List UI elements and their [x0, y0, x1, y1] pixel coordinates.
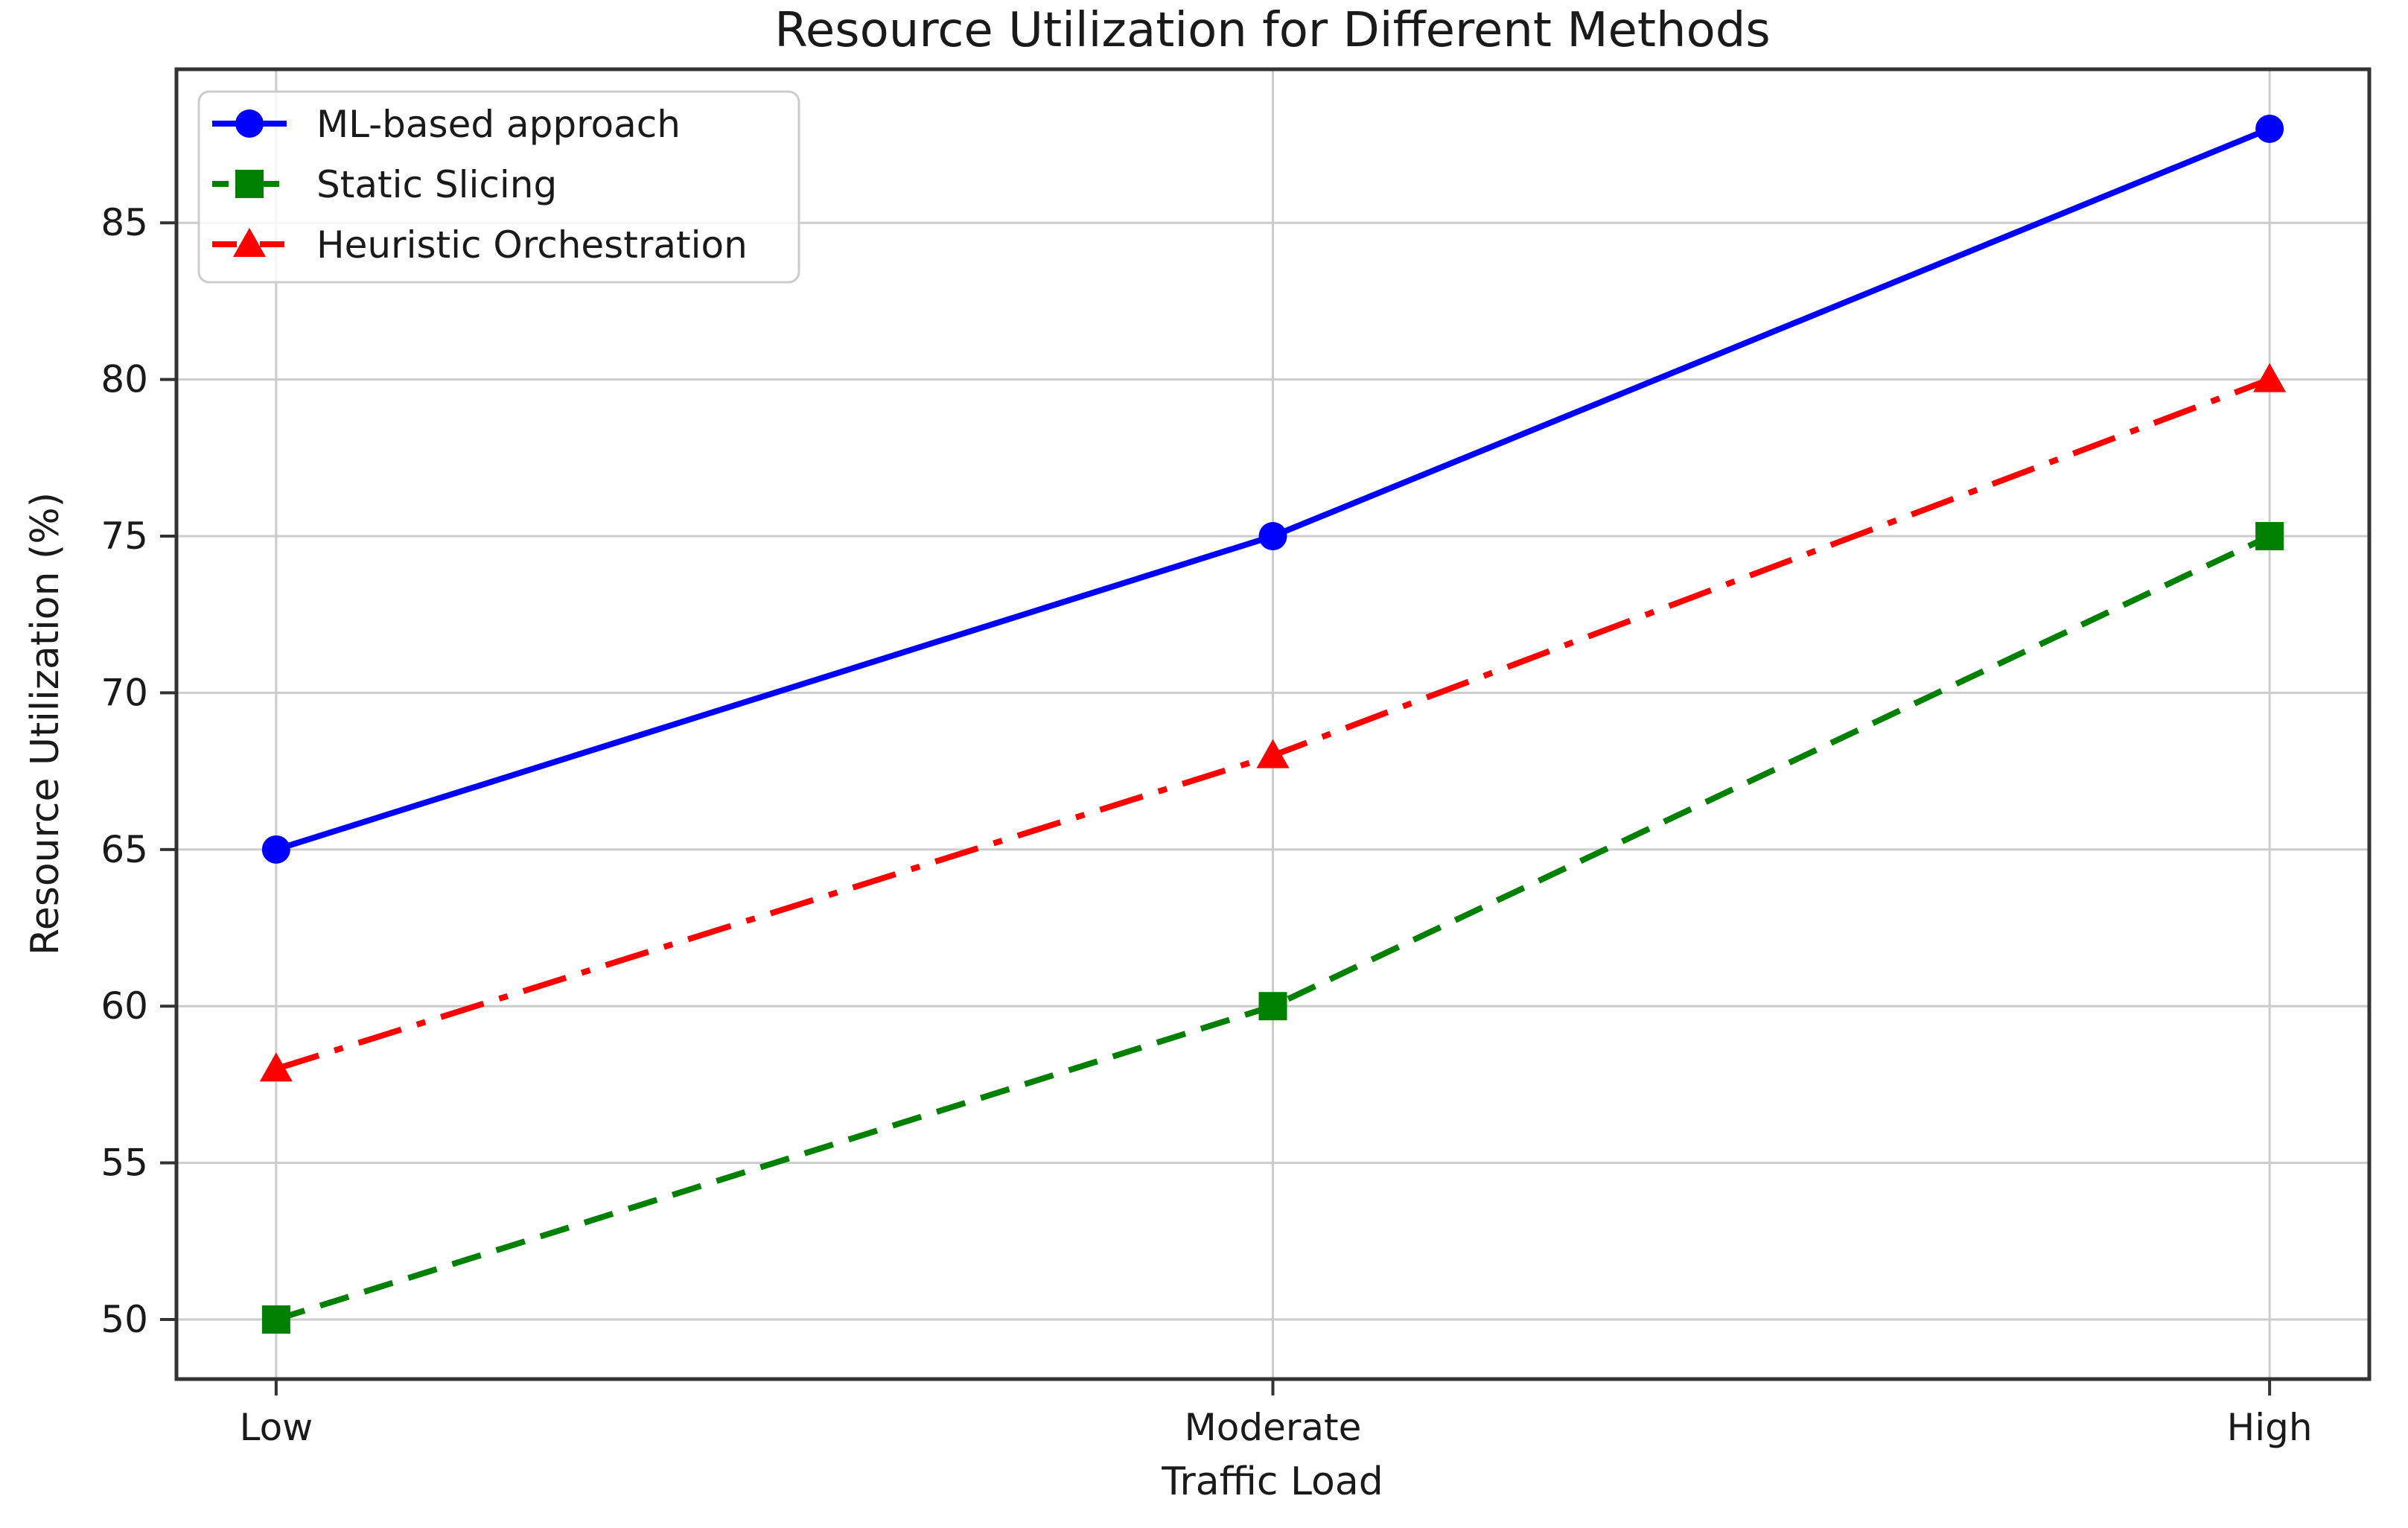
- legend-box: [197, 90, 800, 284]
- square-marker: [235, 170, 264, 198]
- square-marker: [1258, 992, 1287, 1021]
- circle-marker: [1258, 522, 1287, 551]
- legend: ML-based approach Static Slicing Heurist…: [197, 90, 800, 284]
- x-axis-label: Traffic Load: [1161, 1459, 1383, 1504]
- x-tick-label: Moderate: [1185, 1406, 1362, 1449]
- legend-label-ml-based-approach: ML-based approach: [316, 103, 681, 146]
- legend-samples: [212, 109, 287, 257]
- triangle-marker: [1256, 739, 1290, 768]
- triangle-marker: [2253, 363, 2287, 392]
- y-tick-label: 50: [101, 1298, 148, 1341]
- y-tick-label: 75: [101, 515, 148, 558]
- y-tick-label: 55: [101, 1142, 148, 1185]
- triangle-marker: [233, 228, 266, 257]
- circle-marker: [261, 835, 290, 864]
- y-tick-label: 80: [101, 358, 148, 401]
- x-tick-label: Low: [240, 1406, 313, 1449]
- circle-marker: [2255, 114, 2284, 143]
- chart-title: Resource Utilization for Different Metho…: [774, 3, 1770, 58]
- y-tick-label: 85: [101, 201, 148, 244]
- y-tick-label: 70: [101, 671, 148, 714]
- axis-ticks: 50 55 60 65 70 75 80 85 Low Moderate High: [101, 201, 2312, 1449]
- x-tick-label: High: [2227, 1406, 2313, 1449]
- triangle-marker: [259, 1052, 293, 1082]
- circle-marker: [235, 109, 264, 138]
- y-tick-label: 60: [101, 984, 148, 1028]
- legend-label-static-slicing: Static Slicing: [316, 163, 557, 206]
- square-marker: [261, 1305, 290, 1334]
- data-series: [259, 114, 2287, 1334]
- y-axis-label: Resource Utilization (%): [23, 492, 68, 955]
- legend-label-heuristic-orchestration: Heuristic Orchestration: [316, 223, 748, 267]
- y-tick-label: 65: [101, 828, 148, 871]
- square-marker: [2255, 522, 2284, 551]
